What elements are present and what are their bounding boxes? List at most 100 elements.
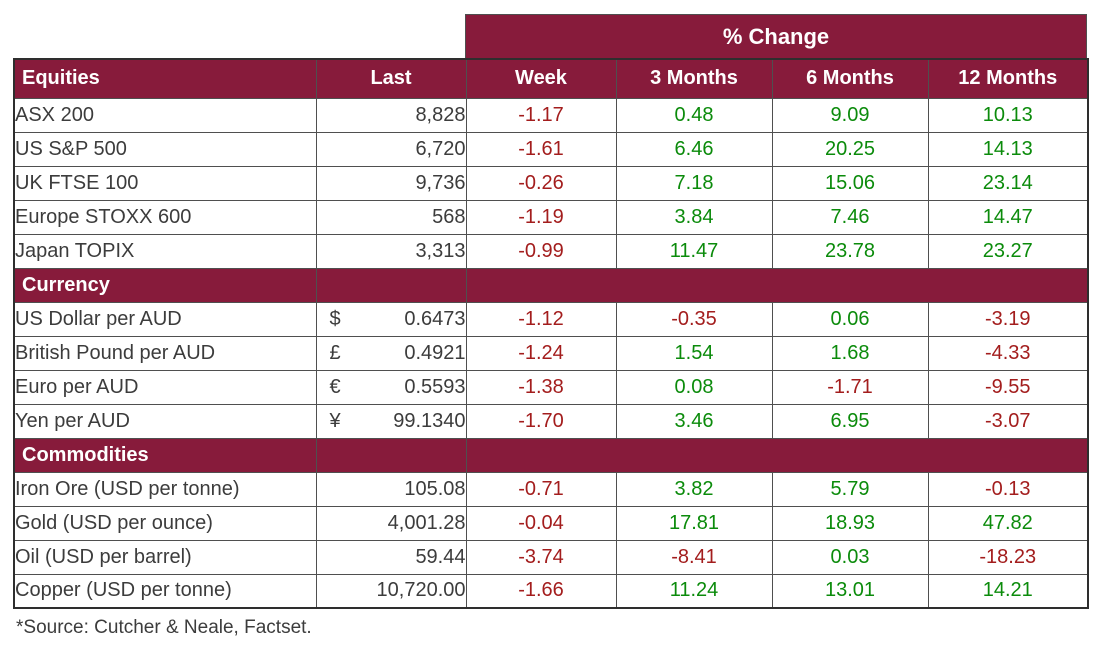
change-value: -0.99 xyxy=(465,233,617,269)
change-value: 14.47 xyxy=(927,199,1089,235)
change-value: -1.71 xyxy=(771,369,929,405)
table-row: Japan TOPIX 3,313 -0.99 11.47 23.78 23.27 xyxy=(13,233,1089,269)
change-value: 3.84 xyxy=(615,199,773,235)
last-value: 6,720 xyxy=(315,131,467,167)
table-row: Europe STOXX 600 568 -1.19 3.84 7.46 14.47 xyxy=(13,199,1089,235)
change-value: 17.81 xyxy=(615,505,773,541)
last-value: ¥99.1340 xyxy=(315,403,467,439)
table-row: Yen per AUD ¥99.1340 -1.70 3.46 6.95 -3.07 xyxy=(13,403,1089,439)
change-value: 0.03 xyxy=(771,539,929,575)
header-row: Equities Last Week 3 Months 6 Months 12 … xyxy=(13,58,1089,99)
section-band-fill xyxy=(465,267,1089,303)
last-value: 8,828 xyxy=(315,97,467,133)
change-value: -0.26 xyxy=(465,165,617,201)
table-row: Euro per AUD €0.5593 -1.38 0.08 -1.71 -9.55 xyxy=(13,369,1089,405)
row-label: Copper (USD per tonne) xyxy=(13,573,317,609)
last-value: 3,313 xyxy=(315,233,467,269)
change-value: -0.35 xyxy=(615,301,773,337)
change-value: 1.54 xyxy=(615,335,773,371)
change-value: 13.01 xyxy=(771,573,929,609)
last-value: 9,736 xyxy=(315,165,467,201)
table-row: ASX 200 8,828 -1.17 0.48 9.09 10.13 xyxy=(13,97,1089,133)
row-label: Iron Ore (USD per tonne) xyxy=(13,471,317,507)
currency-symbol: € xyxy=(329,375,341,398)
change-value: -0.04 xyxy=(465,505,617,541)
last-value: $0.6473 xyxy=(315,301,467,337)
change-value: 7.18 xyxy=(615,165,773,201)
row-label: Gold (USD per ounce) xyxy=(13,505,317,541)
change-value: -4.33 xyxy=(927,335,1089,371)
row-label: Europe STOXX 600 xyxy=(13,199,317,235)
table-row: US S&P 500 6,720 -1.61 6.46 20.25 14.13 xyxy=(13,131,1089,167)
change-value: -0.13 xyxy=(927,471,1089,507)
table-row: British Pound per AUD £0.4921 -1.24 1.54 1.6… xyxy=(13,335,1089,371)
section-band-fill xyxy=(465,437,1089,473)
last-value: 10,720.00 xyxy=(315,573,467,609)
row-label: ASX 200 xyxy=(13,97,317,133)
percent-change-banner-row: % Change xyxy=(13,14,1089,58)
change-value: -9.55 xyxy=(927,369,1089,405)
row-label: US Dollar per AUD xyxy=(13,301,317,337)
change-value: 18.93 xyxy=(771,505,929,541)
accounting-cell: £0.4921 xyxy=(317,342,466,365)
change-value: 15.06 xyxy=(771,165,929,201)
change-value: -3.74 xyxy=(465,539,617,575)
header-12-months: 12 Months xyxy=(927,58,1089,99)
last-number: 0.5593 xyxy=(404,375,466,398)
header-equities: Equities xyxy=(13,58,317,99)
section-band-fill xyxy=(315,437,467,473)
last-value: 4,001.28 xyxy=(315,505,467,541)
table-row: Copper (USD per tonne) 10,720.00 -1.66 11.2… xyxy=(13,573,1089,609)
change-value: 10.13 xyxy=(927,97,1089,133)
change-value: 23.78 xyxy=(771,233,929,269)
change-value: 11.47 xyxy=(615,233,773,269)
change-value: 20.25 xyxy=(771,131,929,167)
percent-change-banner: % Change xyxy=(465,14,1087,58)
change-value: -1.12 xyxy=(465,301,617,337)
change-value: -8.41 xyxy=(615,539,773,575)
last-value: £0.4921 xyxy=(315,335,467,371)
section-title: Commodities xyxy=(13,437,317,473)
change-value: -0.71 xyxy=(465,471,617,507)
change-value: 23.27 xyxy=(927,233,1089,269)
change-value: 14.13 xyxy=(927,131,1089,167)
markets-table: Equities Last Week 3 Months 6 Months 12 … xyxy=(13,58,1089,609)
change-value: 9.09 xyxy=(771,97,929,133)
change-value: -1.70 xyxy=(465,403,617,439)
change-value: 0.48 xyxy=(615,97,773,133)
table-row: Oil (USD per barrel) 59.44 -3.74 -8.41 0.03-… xyxy=(13,539,1089,575)
currency-symbol: £ xyxy=(329,341,341,364)
section-band-fill xyxy=(315,267,467,303)
row-label: British Pound per AUD xyxy=(13,335,317,371)
table-row: Gold (USD per ounce) 4,001.28 -0.04 17.81 18… xyxy=(13,505,1089,541)
table-row: UK FTSE 100 9,736 -0.26 7.18 15.06 23.14 xyxy=(13,165,1089,201)
accounting-cell: ¥99.1340 xyxy=(317,410,466,433)
change-value: -1.66 xyxy=(465,573,617,609)
last-value: 568 xyxy=(315,199,467,235)
last-value: €0.5593 xyxy=(315,369,467,405)
change-value: 14.21 xyxy=(927,573,1089,609)
row-label: Oil (USD per barrel) xyxy=(13,539,317,575)
change-value: 23.14 xyxy=(927,165,1089,201)
accounting-cell: €0.5593 xyxy=(317,376,466,399)
change-value: 3.46 xyxy=(615,403,773,439)
section-band-row: Currency xyxy=(13,267,1089,303)
last-number: 0.6473 xyxy=(404,307,466,330)
last-number: 0.4921 xyxy=(404,341,466,364)
change-value: -1.17 xyxy=(465,97,617,133)
change-value: 5.79 xyxy=(771,471,929,507)
section-band-row: Commodities xyxy=(13,437,1089,473)
change-value: 11.24 xyxy=(615,573,773,609)
table-body: ASX 200 8,828 -1.17 0.48 9.09 10.13 US S&P 500… xyxy=(13,97,1089,609)
section-title: Currency xyxy=(13,267,317,303)
change-value: 3.82 xyxy=(615,471,773,507)
row-label: Japan TOPIX xyxy=(13,233,317,269)
change-value: -1.19 xyxy=(465,199,617,235)
banner-spacer xyxy=(13,14,465,58)
header-6-months: 6 Months xyxy=(771,58,929,99)
change-value: 6.46 xyxy=(615,131,773,167)
change-value: -1.61 xyxy=(465,131,617,167)
last-number: 99.1340 xyxy=(393,409,466,432)
change-value: 0.08 xyxy=(615,369,773,405)
change-value: -3.07 xyxy=(927,403,1089,439)
